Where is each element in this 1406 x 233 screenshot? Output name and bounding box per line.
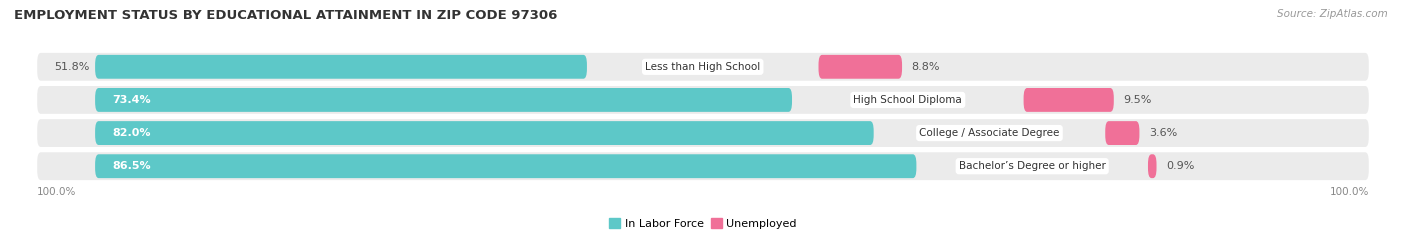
FancyBboxPatch shape — [37, 53, 1369, 81]
Text: 8.8%: 8.8% — [911, 62, 939, 72]
Text: 3.6%: 3.6% — [1149, 128, 1177, 138]
FancyBboxPatch shape — [818, 55, 903, 79]
FancyBboxPatch shape — [1105, 121, 1139, 145]
Text: 82.0%: 82.0% — [112, 128, 150, 138]
Legend: In Labor Force, Unemployed: In Labor Force, Unemployed — [605, 214, 801, 233]
FancyBboxPatch shape — [37, 119, 1369, 147]
Text: 100.0%: 100.0% — [1330, 187, 1369, 197]
Text: 100.0%: 100.0% — [37, 187, 76, 197]
Text: Bachelor’s Degree or higher: Bachelor’s Degree or higher — [959, 161, 1105, 171]
Text: 73.4%: 73.4% — [112, 95, 150, 105]
Text: 9.5%: 9.5% — [1123, 95, 1152, 105]
FancyBboxPatch shape — [96, 88, 792, 112]
Text: 0.9%: 0.9% — [1166, 161, 1194, 171]
Text: Less than High School: Less than High School — [645, 62, 761, 72]
FancyBboxPatch shape — [37, 152, 1369, 180]
FancyBboxPatch shape — [96, 121, 873, 145]
Text: Source: ZipAtlas.com: Source: ZipAtlas.com — [1277, 9, 1388, 19]
Text: College / Associate Degree: College / Associate Degree — [920, 128, 1060, 138]
FancyBboxPatch shape — [1024, 88, 1114, 112]
FancyBboxPatch shape — [1147, 154, 1157, 178]
FancyBboxPatch shape — [96, 55, 586, 79]
FancyBboxPatch shape — [96, 154, 917, 178]
Text: EMPLOYMENT STATUS BY EDUCATIONAL ATTAINMENT IN ZIP CODE 97306: EMPLOYMENT STATUS BY EDUCATIONAL ATTAINM… — [14, 9, 557, 22]
FancyBboxPatch shape — [37, 86, 1369, 114]
Text: 51.8%: 51.8% — [53, 62, 90, 72]
Text: 86.5%: 86.5% — [112, 161, 150, 171]
Text: High School Diploma: High School Diploma — [853, 95, 962, 105]
